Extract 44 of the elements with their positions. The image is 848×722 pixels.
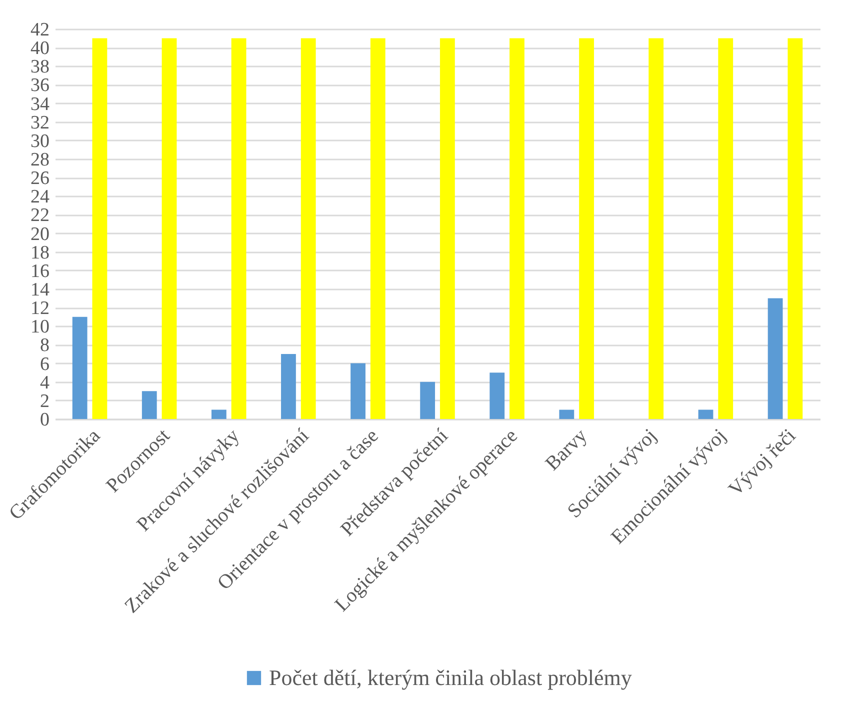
legend-label: Počet dětí, kterým činila oblast problémy — [269, 665, 632, 690]
bar — [698, 410, 714, 419]
y-tick-label: 18 — [30, 242, 50, 264]
y-tick-label: 40 — [30, 38, 50, 60]
y-tick-label: 4 — [40, 372, 50, 394]
bar — [211, 410, 226, 419]
y-tick-label: 38 — [30, 56, 50, 78]
bar — [420, 382, 436, 419]
bar — [72, 316, 88, 419]
bar — [92, 38, 108, 419]
bar — [788, 38, 803, 419]
bar — [162, 38, 177, 419]
bar — [579, 38, 594, 419]
bar — [648, 38, 664, 419]
bar — [281, 354, 296, 419]
y-tick-label: 42 — [30, 20, 50, 40]
y-tick-label: 36 — [30, 75, 50, 96]
y-tick-label: 2 — [40, 390, 50, 412]
y-tick-label: 8 — [40, 335, 50, 356]
bar — [440, 38, 455, 419]
bar — [300, 38, 316, 419]
bar — [559, 410, 574, 419]
y-tick-label: 14 — [30, 280, 50, 300]
y-tick-label: 6 — [40, 354, 50, 375]
bar — [490, 372, 505, 419]
bar — [370, 38, 386, 419]
bar — [231, 38, 246, 419]
bar — [350, 363, 366, 419]
y-tick-label: 10 — [30, 316, 50, 338]
y-tick-label: 20 — [30, 224, 50, 245]
y-tick-label: 24 — [30, 186, 50, 208]
y-tick-label: 0 — [40, 410, 50, 430]
y-tick-label: 30 — [30, 130, 50, 152]
y-tick-label: 32 — [30, 112, 50, 134]
y-tick-label: 26 — [30, 168, 50, 190]
bar — [142, 391, 157, 419]
y-tick-label: 34 — [30, 94, 50, 115]
y-tick-label: 22 — [30, 205, 50, 226]
y-tick-label: 16 — [30, 260, 50, 282]
y-tick-label: 12 — [30, 298, 50, 320]
bar — [510, 38, 524, 419]
y-tick-label: 28 — [30, 150, 50, 170]
bar — [768, 298, 783, 419]
bar — [718, 38, 734, 419]
